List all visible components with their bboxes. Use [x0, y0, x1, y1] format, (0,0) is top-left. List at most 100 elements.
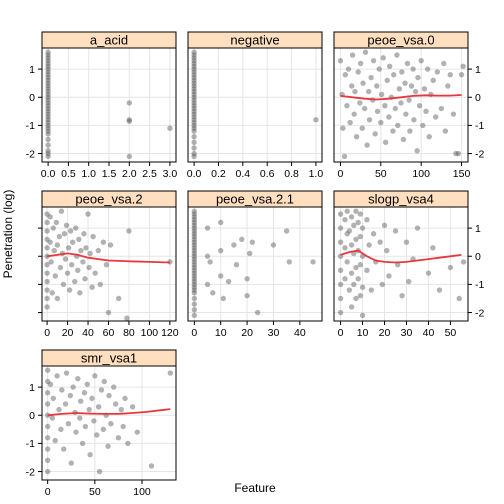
panel-5-point	[191, 250, 198, 257]
panel-4-point	[52, 273, 58, 279]
panel-1-x-tick-label: 0.0	[41, 168, 56, 180]
panel-7-point	[91, 418, 97, 424]
panel-4-point	[63, 222, 70, 228]
panel-6-x-tick-label: 50	[445, 327, 457, 339]
panel-2-point	[191, 128, 197, 134]
panel-6-grid	[334, 207, 468, 321]
panel-2-grid	[188, 48, 322, 162]
panel-3-point	[357, 100, 363, 106]
panel-5-point	[191, 222, 198, 228]
panel-7-y-tick-label: -1	[26, 438, 35, 450]
panel-4-point	[44, 262, 50, 268]
panel-4-point	[50, 225, 56, 231]
panel-4-point	[44, 295, 50, 302]
panel-3-point	[344, 103, 350, 109]
panel-5-point	[191, 208, 198, 214]
panel-4-x-tick-label: 20	[62, 327, 74, 339]
panel-7-point	[44, 412, 51, 418]
panel-5-point	[191, 284, 198, 290]
panel-1-point	[126, 153, 133, 160]
panel-4-point	[100, 239, 107, 245]
panel-2-point	[191, 153, 197, 160]
panel-2-point	[191, 63, 197, 69]
panel-7-point	[87, 451, 93, 458]
panel-7-point	[63, 370, 70, 376]
panel-6-x-tick-label: 40	[423, 327, 435, 339]
panel-3-point	[382, 139, 389, 145]
panel-5-point	[254, 309, 261, 316]
panel-1-point	[45, 94, 51, 100]
panel-7-point	[148, 463, 155, 469]
panel-7-frame	[41, 365, 177, 481]
panel-4: peoe_vsa.2 0 20 40 60 80 100 120	[38, 190, 179, 339]
panel-5-point	[244, 276, 250, 282]
panel-4-strip-label: peoe_vsa.2	[75, 192, 142, 207]
panel-7-point	[86, 406, 92, 413]
panel-7-point	[44, 401, 51, 407]
panel-7-point	[95, 404, 102, 410]
panel-7-point	[56, 406, 62, 413]
panel-6-point	[351, 281, 357, 288]
panel-3-point	[420, 122, 426, 129]
panel-7-x-tick-label: 0	[45, 486, 51, 498]
panel-3-point	[434, 69, 441, 75]
panel-4-point	[68, 262, 75, 268]
panel-6-point	[351, 222, 357, 228]
panel-4-point	[54, 242, 61, 248]
panel-3-point	[415, 74, 421, 81]
panel-5-point	[191, 216, 198, 223]
panel-2-point	[191, 145, 197, 151]
panel-1-point	[45, 153, 51, 160]
panel-6-point	[392, 228, 399, 234]
panel-7-point	[44, 468, 51, 475]
panel-7-point	[98, 387, 105, 393]
panel-1-point	[126, 117, 133, 123]
panel-6-point	[357, 211, 364, 217]
panel-3-point	[382, 103, 388, 109]
panel-1-point	[45, 74, 51, 81]
panel-6-point	[405, 278, 412, 285]
panel-3-point	[453, 150, 459, 157]
panel-2-point	[313, 117, 319, 123]
panel-4-point	[57, 264, 64, 271]
panel-2-point	[191, 88, 197, 95]
panel-4-point	[65, 245, 72, 251]
panel-5-point	[191, 281, 198, 288]
panel-3-point	[349, 52, 356, 58]
panel-6-point	[359, 312, 366, 319]
panel-3-point	[368, 74, 374, 81]
panel-4-x-tick-label: 60	[103, 327, 115, 339]
panel-2-point	[191, 108, 197, 115]
panel-6-frame	[333, 206, 469, 322]
panel-4-point	[49, 290, 55, 296]
panel-7-point	[61, 446, 67, 452]
panel-7-point	[167, 370, 174, 376]
panel-5-point	[204, 225, 211, 231]
panel-3-point	[414, 148, 420, 154]
panel-2-point	[191, 122, 197, 129]
panel-5-point	[207, 259, 213, 265]
panel-4-point	[44, 219, 50, 226]
panel-7-point	[118, 406, 124, 413]
panel-3-point	[404, 60, 411, 67]
panel-7-smooth-line	[47, 408, 171, 417]
panel-4-point	[75, 267, 81, 274]
panel-6-point	[348, 304, 355, 310]
panel-7-point	[49, 415, 56, 421]
panel-3-point	[341, 153, 348, 160]
panel-2: negative 0.0 0.2 0.4 0.6 0.8 1.0	[187, 31, 323, 180]
panel-7-y-tick-label: -2	[26, 466, 35, 478]
panel-3-point	[438, 105, 445, 112]
panel-3-point	[391, 72, 397, 78]
panel-2-point	[191, 119, 197, 126]
panel-2-point	[191, 55, 197, 61]
panel-3-point	[445, 83, 451, 89]
panel-5-point	[191, 278, 198, 285]
panel-6-point	[342, 216, 348, 223]
panel-4-point	[92, 270, 98, 276]
panel-3-point	[374, 83, 380, 89]
panel-4-y-axis	[38, 227, 42, 314]
panel-5-point	[191, 225, 198, 231]
panel-4-point	[86, 264, 92, 271]
